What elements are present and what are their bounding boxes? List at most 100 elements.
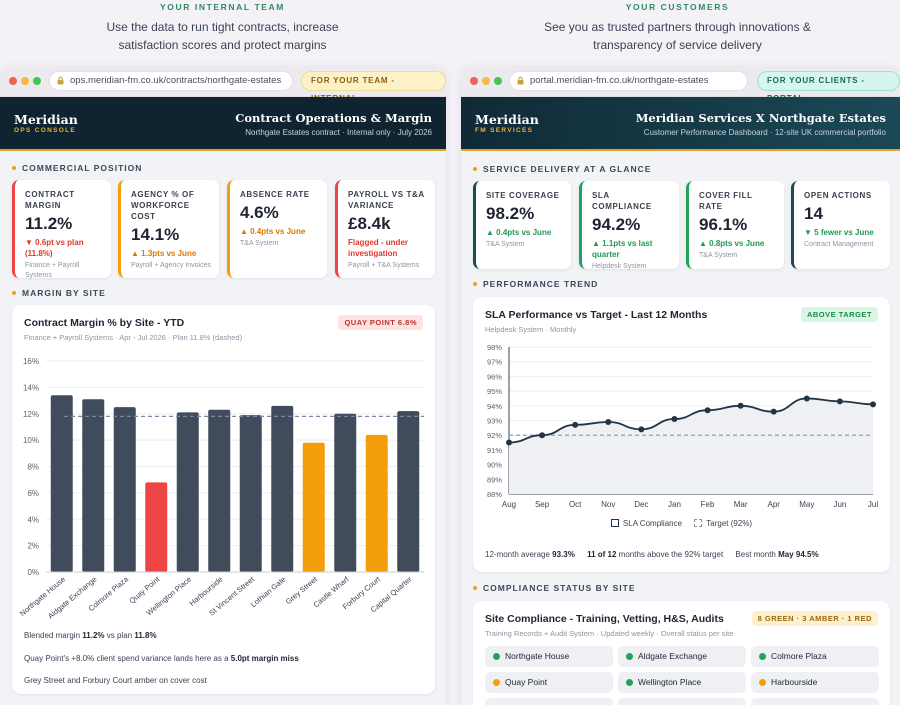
kpi-card-absence-rate[interactable]: ABSENCE RATE 4.6% ▲ 0.4pts vs June T&A S… bbox=[227, 180, 327, 278]
kpi-label: COVER FILL RATE bbox=[699, 191, 753, 211]
sla-point bbox=[737, 402, 744, 409]
site-status-harbourside[interactable]: Harbourside bbox=[751, 672, 879, 693]
browser-chrome: portal.meridian-fm.co.uk/northgate-estat… bbox=[461, 66, 900, 103]
section-heading: MARGIN BY SITE bbox=[12, 288, 106, 298]
sla-point bbox=[836, 398, 843, 405]
x-tick-label: Aug bbox=[502, 500, 516, 509]
kpi-card-contract-margin[interactable]: CONTRACT MARGIN 11.2% ▼ 0.6pt vs plan (1… bbox=[12, 180, 111, 279]
sla-stats: 12-month average 93.3% 11 of 12 months a… bbox=[485, 550, 819, 559]
url-text: ops.meridian-fm.co.uk/contracts/northgat… bbox=[70, 75, 282, 86]
kpi-card-payroll-variance[interactable]: PAYROLL VS T&A VARIANCE £8.4k Flagged - … bbox=[335, 180, 435, 278]
bar bbox=[50, 395, 73, 572]
y-tick-label: 90% bbox=[487, 461, 502, 470]
maximize-window-dot[interactable] bbox=[33, 77, 41, 85]
close-window-dot[interactable] bbox=[9, 77, 17, 85]
sla-point bbox=[704, 407, 711, 414]
legend-label: SLA Compliance bbox=[622, 519, 683, 528]
chart-title: Contract Margin % by Site - YTD bbox=[24, 317, 185, 329]
kpi-change: ▲ 1.3pts vs June bbox=[131, 249, 197, 258]
status-dot-icon bbox=[759, 653, 766, 660]
kpi-value: 96.1% bbox=[699, 215, 748, 234]
site-status-wellington-place[interactable]: Wellington Place bbox=[618, 672, 746, 693]
kpi-card-site-coverage[interactable]: SITE COVERAGE 98.2% ▲ 0.4pts vs June T&A… bbox=[473, 181, 571, 269]
summary-note: Blended margin 11.2% vs plan 11.8% bbox=[24, 631, 157, 640]
page-title: Contract Operations & Margin bbox=[235, 111, 432, 125]
y-tick-label: 96% bbox=[487, 372, 502, 381]
compliance-summary-badge: 8 GREEN · 3 AMBER · 1 RED bbox=[751, 611, 878, 626]
summary-note: Grey Street and Forbury Court amber on c… bbox=[24, 676, 207, 685]
y-tick-label: 93% bbox=[487, 417, 502, 426]
kpi-change: ▼ 0.6pt vs plan (11.8%) bbox=[25, 238, 84, 258]
bar bbox=[334, 413, 357, 572]
audience-pill: FOR YOUR TEAM - INTERNAL bbox=[301, 71, 446, 103]
kpi-label: SITE COVERAGE bbox=[486, 191, 560, 200]
legend-swatch-sla bbox=[610, 519, 619, 527]
internal-browser-window: ops.meridian-fm.co.uk/contracts/northgat… bbox=[0, 66, 446, 705]
kpi-change: ▼ 5 fewer vs June bbox=[804, 228, 874, 237]
status-badge: ABOVE TARGET bbox=[800, 307, 878, 322]
sla-point bbox=[671, 416, 678, 423]
site-status-aldgate-exchange[interactable]: Aldgate Exchange bbox=[618, 646, 746, 667]
kpi-value: 14.1% bbox=[131, 225, 180, 244]
kpi-value: 14 bbox=[804, 204, 823, 223]
status-dot-icon bbox=[493, 653, 500, 660]
sla-chart-card: SLA Performance vs Target - Last 12 Mont… bbox=[473, 297, 890, 572]
x-tick-label: Mar bbox=[734, 500, 748, 509]
kpi-label: AGENCY % OF WORKFORCE COST bbox=[131, 190, 195, 221]
browser-chrome: ops.meridian-fm.co.uk/contracts/northgat… bbox=[0, 66, 446, 103]
card-subtitle: Training Records + Audit System · Update… bbox=[485, 629, 734, 638]
kpi-value: 4.6% bbox=[240, 203, 279, 222]
kpi-label: SLA COMPLIANCE bbox=[592, 191, 652, 211]
sla-point bbox=[605, 418, 612, 425]
kpi-card-cover-fill-rate[interactable]: COVER FILL RATE 96.1% ▲ 0.8pts vs June T… bbox=[686, 181, 784, 269]
site-status-row-3-b[interactable] bbox=[618, 698, 746, 705]
kpi-card-sla-compliance[interactable]: SLA COMPLIANCE 94.2% ▲ 1.1pts vs last qu… bbox=[579, 181, 679, 270]
minimize-window-dot[interactable] bbox=[482, 77, 490, 85]
page-subtitle: Customer Performance Dashboard · 12-site… bbox=[643, 128, 886, 137]
site-status-row-3-a[interactable] bbox=[485, 698, 613, 705]
lock-icon bbox=[517, 76, 524, 85]
y-tick-label: 91% bbox=[487, 446, 502, 455]
kpi-source: Payroll + Agency Invoices bbox=[131, 262, 211, 269]
x-tick-label: Jun bbox=[833, 500, 846, 509]
bar bbox=[208, 409, 231, 572]
section-label: PERFORMANCE TREND bbox=[483, 279, 599, 289]
bar bbox=[113, 407, 136, 572]
kpi-source: Finance + Payroll Systems bbox=[25, 262, 80, 279]
address-bar[interactable]: ops.meridian-fm.co.uk/contracts/northgat… bbox=[49, 71, 293, 91]
intro-line-1: Use the data to run tight contracts, inc… bbox=[106, 20, 339, 34]
intro-line-2: transparency of service delivery bbox=[593, 38, 762, 52]
bar bbox=[397, 411, 420, 572]
legend-label: Target (92%) bbox=[706, 519, 753, 528]
audience-pill: FOR YOUR CLIENTS - PORTAL bbox=[757, 71, 900, 103]
close-window-dot[interactable] bbox=[470, 77, 478, 85]
bar bbox=[239, 415, 262, 572]
kpi-source: Helpdesk System bbox=[592, 263, 647, 270]
section-heading: COMPLIANCE STATUS BY SITE bbox=[473, 583, 636, 593]
bar bbox=[271, 405, 294, 572]
y-tick-label: 89% bbox=[487, 475, 502, 484]
maximize-window-dot[interactable] bbox=[494, 77, 502, 85]
kpi-card-open-actions[interactable]: OPEN ACTIONS 14 ▼ 5 fewer vs June Contra… bbox=[791, 181, 890, 269]
kpi-change: ▲ 1.1pts vs last quarter bbox=[592, 239, 653, 259]
margin-chart-card: Contract Margin % by Site - YTD Finance … bbox=[12, 305, 435, 694]
kpi-source: Contract Management bbox=[804, 241, 874, 248]
site-status-quay-point[interactable]: Quay Point bbox=[485, 672, 613, 693]
site-status-row-3-c[interactable] bbox=[751, 698, 879, 705]
customers-intro: YOUR CUSTOMERS See you as trusted partne… bbox=[455, 0, 900, 54]
intro-line-1: See you as trusted partners through inno… bbox=[544, 20, 811, 34]
minimize-window-dot[interactable] bbox=[21, 77, 29, 85]
address-bar[interactable]: portal.meridian-fm.co.uk/northgate-estat… bbox=[509, 71, 748, 91]
sla-point bbox=[506, 439, 512, 446]
bullet-icon bbox=[12, 166, 16, 170]
app-header: Meridian OPS CONSOLE Contract Operations… bbox=[0, 97, 446, 151]
kpi-card-agency-cost[interactable]: AGENCY % OF WORKFORCE COST 14.1% ▲ 1.3pt… bbox=[118, 180, 219, 278]
status-dot-icon bbox=[759, 679, 766, 686]
site-status-colmore-plaza[interactable]: Colmore Plaza bbox=[751, 646, 879, 667]
kpi-label: ABSENCE RATE bbox=[240, 190, 310, 199]
brand-logo: Meridian bbox=[14, 112, 78, 127]
x-tick-label: Jul bbox=[868, 500, 878, 509]
site-status-northgate-house[interactable]: Northgate House bbox=[485, 646, 613, 667]
kpi-change: ▲ 0.8pts vs June bbox=[699, 239, 765, 248]
intro-kicker: YOUR INTERNAL TEAM bbox=[160, 2, 285, 12]
